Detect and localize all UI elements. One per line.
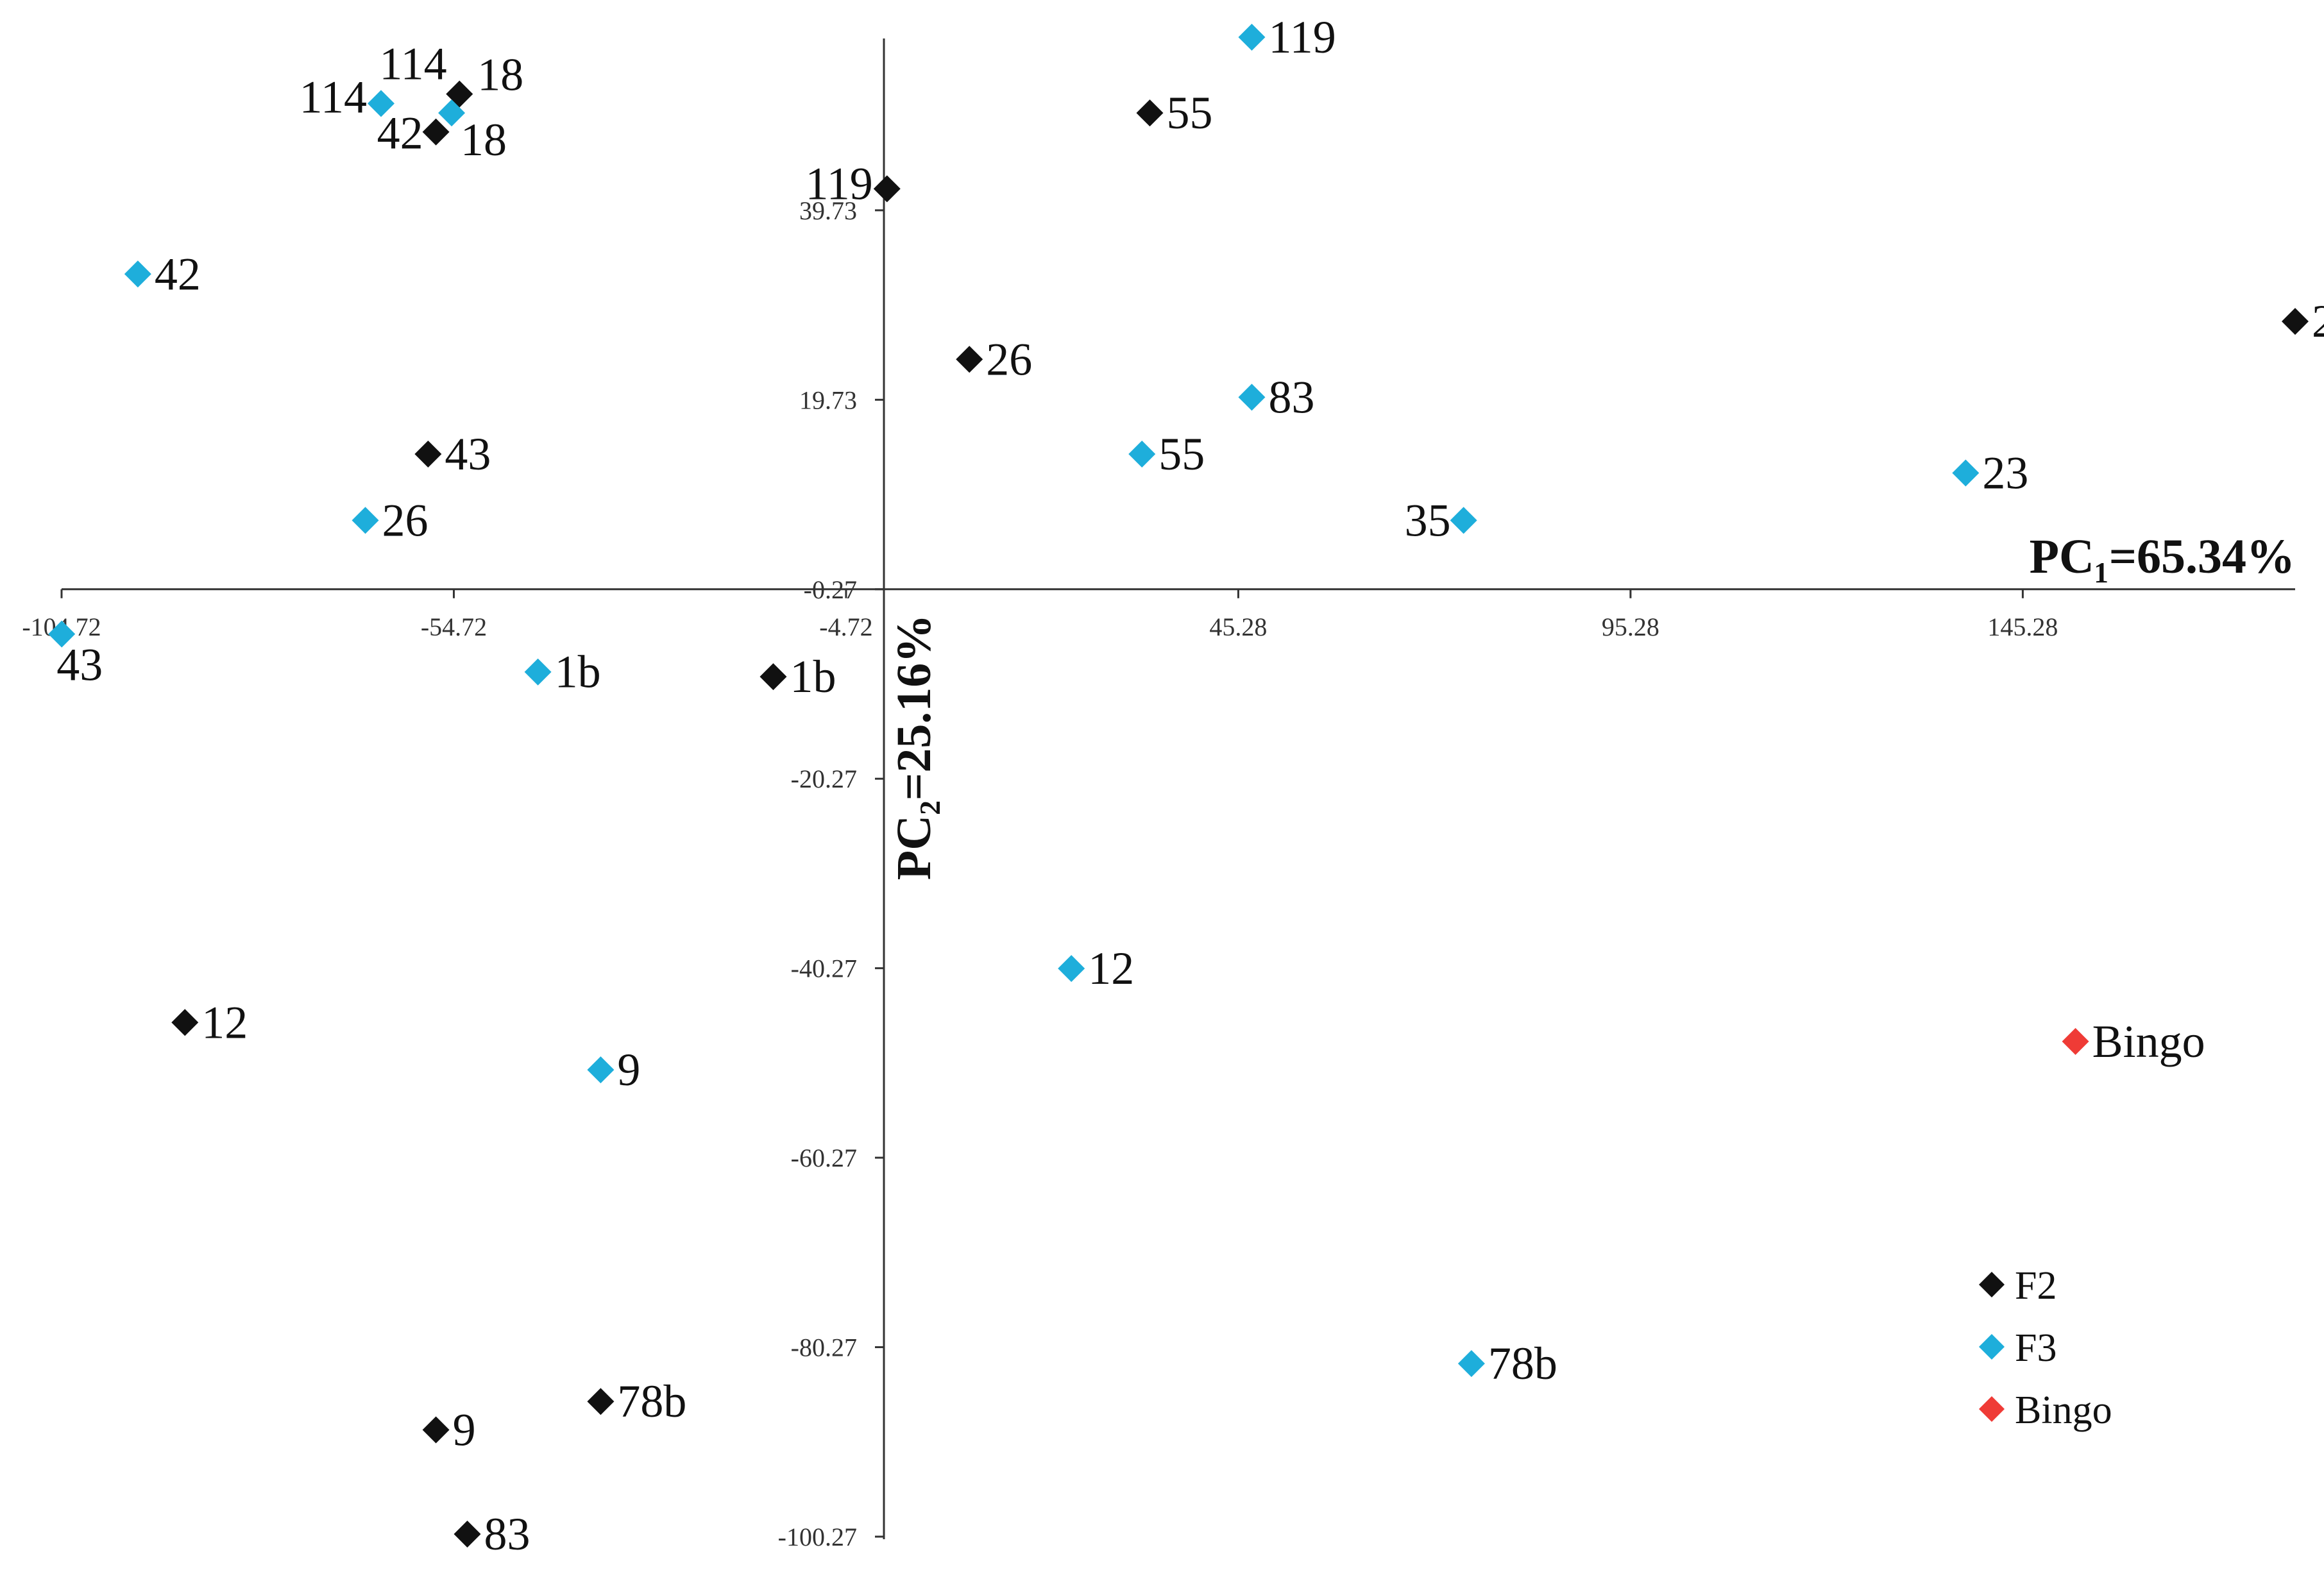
- point-label-f2-9: 9: [453, 1405, 476, 1456]
- point-f2-42: [422, 118, 450, 146]
- point-f2-83: [454, 1521, 481, 1548]
- point-f2-26: [956, 346, 983, 373]
- point-f3-9: [587, 1056, 615, 1084]
- y-tick-label: 19.73: [799, 385, 857, 414]
- point-label-f3-26: 26: [382, 494, 428, 546]
- x-axis-title: PC₁=65.34%: [2030, 530, 2295, 584]
- point-f3-1b: [524, 658, 552, 686]
- point-f2-9: [422, 1416, 450, 1444]
- point-label-f2-43: 43: [445, 428, 491, 480]
- y-axis-title: PC₂=25.16%: [887, 614, 941, 880]
- point-label-bingo-Bingo: Bingo: [2092, 1016, 2205, 1067]
- y-tick-label: -80.27: [791, 1333, 857, 1362]
- point-label-f2-78b: 78b: [617, 1376, 686, 1427]
- point-labels: 119 55 18 42 26 23 43 1b 12 78b 9 83 119 114 18 42 83 55 2…: [56, 12, 2324, 1560]
- point-label-f3-78b: 78b: [1488, 1338, 1557, 1389]
- point-label-f3-12: 12: [1088, 943, 1134, 994]
- x-tick-label: -4.72: [819, 612, 872, 641]
- point-f3-83: [1238, 384, 1266, 411]
- point-label-f3-55: 55: [1158, 428, 1205, 480]
- point-label-f3-119: 119: [1268, 12, 1336, 63]
- point-f3-114: [367, 90, 394, 117]
- axes: PC₁=65.34% PC₂=25.16%: [60, 38, 2295, 1539]
- x-tick-label: 95.28: [1602, 612, 1659, 641]
- point-label-f3-23: 23: [1982, 448, 2028, 499]
- y-tick-label: -20.27: [791, 764, 857, 793]
- tick-labels: -104.72-54.72-4.7245.2895.28145.2839.731…: [22, 196, 2058, 1551]
- point-f3-55: [1128, 440, 1156, 468]
- y-tick-label: -60.27: [791, 1144, 857, 1172]
- point-label-f3-9: 9: [617, 1044, 640, 1095]
- point-f3-42: [124, 260, 151, 288]
- point-f2-55: [1136, 99, 1164, 127]
- y-tick-label: -40.27: [791, 954, 857, 983]
- legend-label-f3: F3: [2015, 1326, 2057, 1370]
- point-label-f2-83: 83: [484, 1508, 530, 1560]
- y-tick-label: -100.27: [778, 1523, 857, 1551]
- x-tick-label: -54.72: [421, 612, 487, 641]
- legend-marker-f3: [1979, 1334, 2005, 1360]
- point-f3-18: [438, 99, 466, 127]
- legend-label-bingo: Bingo: [2015, 1389, 2112, 1432]
- point-label-f2-26: 26: [986, 333, 1032, 385]
- point-f3-12: [1058, 955, 1085, 983]
- point-f3-26: [352, 507, 379, 534]
- point-f2-23: [2282, 308, 2309, 335]
- point-f3-35: [1450, 507, 1477, 534]
- y-tick-label: -0.27: [804, 575, 857, 604]
- point-label-114-upper: 114: [379, 38, 446, 89]
- point-f2-1b: [759, 663, 787, 691]
- point-f3-78b: [1457, 1350, 1485, 1378]
- point-f3-43: [48, 620, 76, 648]
- legend-label-f2: F2: [2015, 1264, 2057, 1308]
- point-label-f3-42: 42: [155, 248, 201, 300]
- point-label-f2-1b: 1b: [790, 651, 836, 702]
- point-label-f3-43: 43: [56, 639, 103, 691]
- y-tick-label: 39.73: [799, 196, 857, 225]
- point-label-f2-23: 23: [2312, 296, 2324, 347]
- legend-marker-bingo: [1979, 1396, 2005, 1422]
- point-label-f2-12: 12: [201, 997, 248, 1048]
- point-label-f3-1b: 1b: [555, 646, 601, 698]
- point-label-f2-18: 18: [477, 49, 523, 101]
- point-f2-119: [873, 175, 901, 203]
- point-bingo-Bingo: [2062, 1027, 2089, 1055]
- point-label-f3-35: 35: [1405, 494, 1451, 546]
- data-points: [48, 24, 2309, 1548]
- point-f2-12: [171, 1009, 199, 1036]
- point-f3-119: [1238, 24, 1266, 51]
- x-tick-label: 145.28: [1987, 612, 2058, 641]
- point-f3-23: [1952, 459, 1980, 487]
- point-label-f3-18: 18: [461, 114, 507, 165]
- x-tick-label: 45.28: [1209, 612, 1267, 641]
- point-f2-43: [414, 440, 442, 468]
- point-label-f2-119: 119: [805, 158, 872, 209]
- point-label-f2-55: 55: [1166, 87, 1212, 139]
- point-label-f2-42: 42: [377, 108, 423, 159]
- legend-marker-f2: [1979, 1272, 2005, 1297]
- point-f2-78b: [587, 1388, 615, 1415]
- point-label-f3-114: 114: [300, 71, 367, 122]
- legend: F2 F3 Bingo: [1979, 1264, 2112, 1432]
- point-label-f3-83: 83: [1268, 371, 1314, 423]
